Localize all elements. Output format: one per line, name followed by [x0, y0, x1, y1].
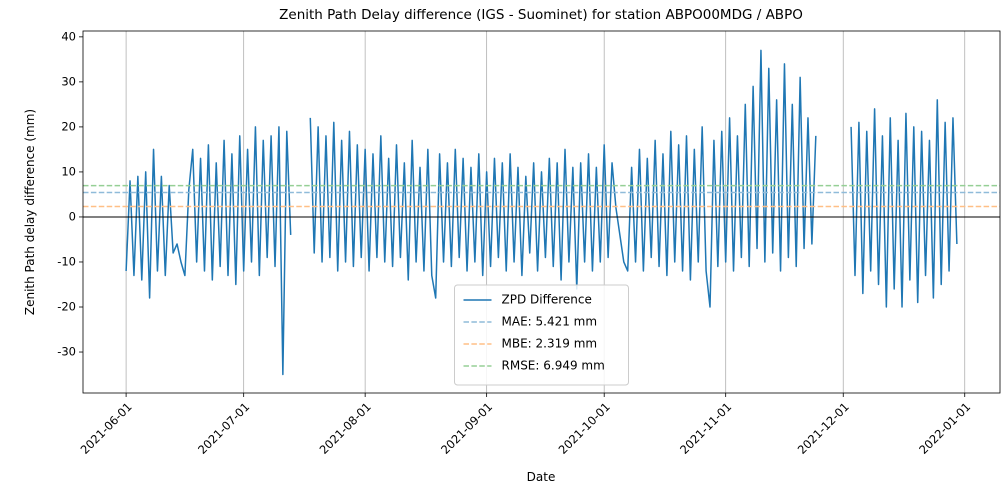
- chart-title: Zenith Path Delay difference (IGS - Suom…: [279, 7, 803, 23]
- y-tick-label: 10: [61, 164, 76, 178]
- y-tick-label: 40: [61, 29, 76, 43]
- x-tick-label: 2021-09-01: [438, 400, 495, 457]
- x-tick-label: 2021-06-01: [78, 400, 135, 457]
- x-axis-label: Date: [527, 470, 556, 484]
- x-tick-label: 2021-11-01: [677, 400, 734, 457]
- plot-frame: [82, 30, 1001, 394]
- y-axis-label: Zenith Path delay difference (mm): [23, 109, 37, 315]
- y-tick-label: 0: [69, 209, 76, 223]
- x-tick-label: 2022-01-01: [916, 400, 973, 457]
- legend-label: MAE: 5.421 mm: [502, 315, 598, 329]
- legend-label: MBE: 2.319 mm: [502, 337, 598, 351]
- y-tick-label: 30: [61, 74, 76, 88]
- x-tick-label: 2021-12-01: [795, 400, 852, 457]
- y-tick-label: -30: [57, 345, 76, 359]
- x-tick-label: 2021-08-01: [317, 400, 374, 457]
- legend: ZPD Difference MAE: 5.421 mm MBE: 2.319 mm…: [454, 284, 629, 386]
- legend-label: RMSE: 6.949 mm: [502, 359, 605, 373]
- y-tick-label: -10: [57, 254, 76, 268]
- y-tick-label: -20: [57, 300, 76, 314]
- legend-label: ZPD Difference: [502, 293, 592, 307]
- x-tick-label: 2021-07-01: [195, 400, 252, 457]
- y-tick-label: 20: [61, 119, 76, 133]
- x-tick-label: 2021-10-01: [556, 400, 613, 457]
- legend-box: [454, 284, 629, 386]
